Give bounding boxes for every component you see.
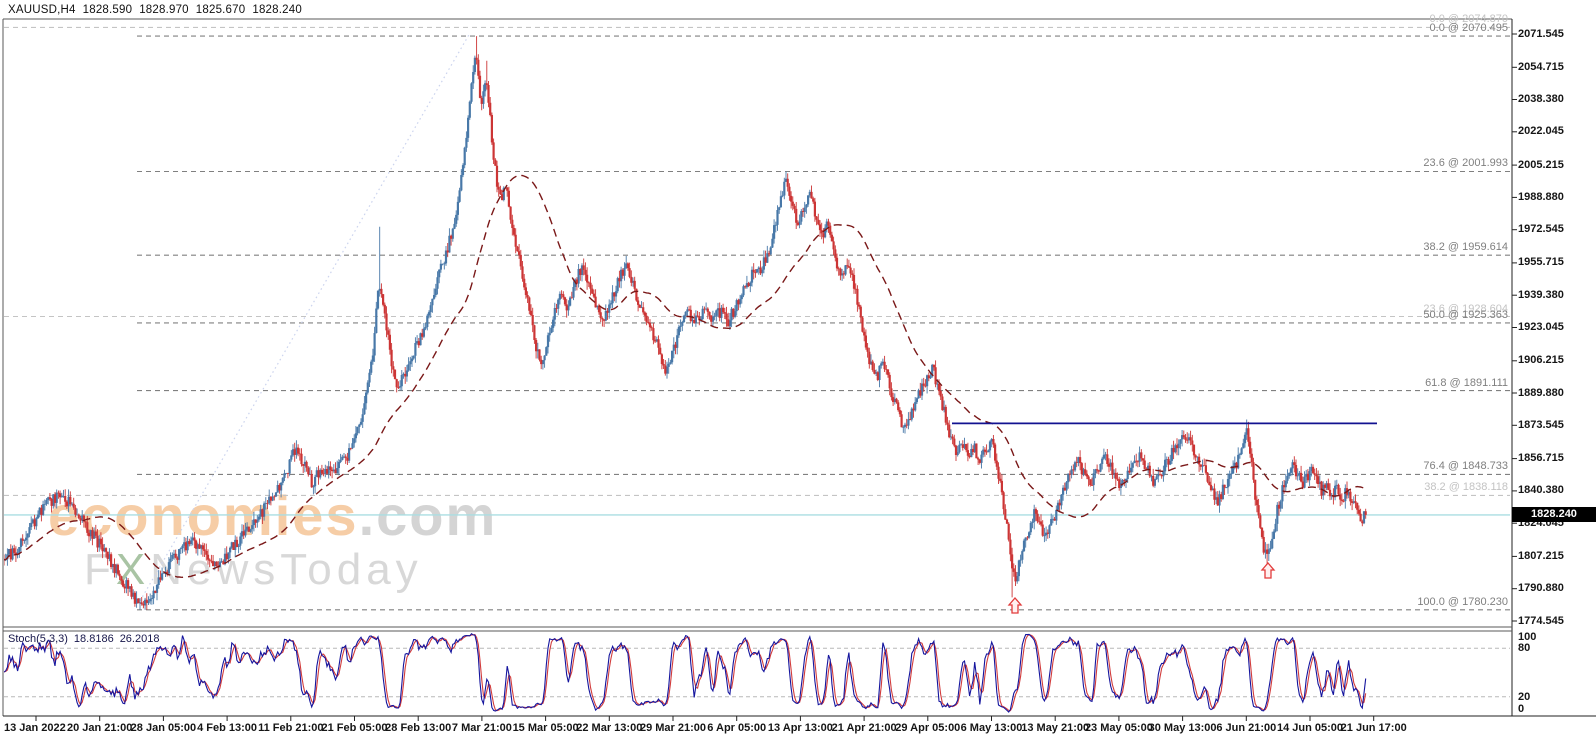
date-axis-label: 21 Jun 17:00 <box>1340 722 1407 734</box>
price-axis-label: 1873.545 <box>1518 418 1564 431</box>
fib-level-label: 50.0 @ 1925.363 <box>1423 308 1508 321</box>
price-axis-label: 1923.045 <box>1518 321 1564 333</box>
date-axis-label: 13 Apr 13:00 <box>767 722 833 734</box>
date-axis-label: 28 Jan 05:00 <box>130 722 197 734</box>
fib-level-label: 100.0 @ 1780.230 <box>1417 595 1508 608</box>
stoch-axis-label: 0 <box>1518 703 1525 715</box>
price-axis-label: 1889.880 <box>1518 386 1564 399</box>
chart-title: XAUUSD,H4 1828.590 1828.970 1825.670 1828.24… <box>8 4 309 16</box>
date-axis-label: 4 Feb 13:00 <box>197 722 258 734</box>
date-axis-label: 13 Jan 2022 <box>4 722 66 734</box>
date-axis-label: 20 Jan 21:00 <box>66 722 133 734</box>
quote-open: 1828.590 <box>82 4 133 16</box>
date-axis-label: 30 May 13:00 <box>1148 722 1217 734</box>
fib-level-label: 38.2 @ 1959.614 <box>1423 241 1508 254</box>
stoch-main-value: 18.8186 <box>73 633 114 645</box>
candle-wicks-down <box>4 36 1367 610</box>
date-axis-label: 22 Mar 13:00 <box>576 722 643 734</box>
price-axis-label: 1972.545 <box>1518 223 1564 236</box>
date-axis-label: 15 Mar 05:00 <box>512 722 579 734</box>
candle-wicks-up <box>5 55 1365 610</box>
date-axis-label: 23 May 05:00 <box>1084 722 1153 734</box>
last-price-badge: 1828.240 <box>1512 507 1596 523</box>
stoch-axis-label: 20 <box>1518 690 1531 703</box>
price-axis-label: 1988.880 <box>1518 190 1564 203</box>
date-axis-label: 6 Jun 21:00 <box>1216 722 1277 734</box>
stoch-signal-value: 26.2018 <box>119 633 160 645</box>
quote-close: 1828.240 <box>252 4 302 16</box>
stoch-axis-label: 100 <box>1518 631 1537 643</box>
fib-level-label: 76.4 @ 1848.733 <box>1423 460 1508 473</box>
date-axis-label: 14 Jun 05:00 <box>1276 722 1344 734</box>
price-axis-label: 2038.380 <box>1518 93 1564 106</box>
price-axis-label: 1840.380 <box>1518 484 1564 497</box>
date-axis-label: 7 Mar 21:00 <box>451 722 512 734</box>
price-axis-label: 1939.380 <box>1518 288 1564 301</box>
fib-level-label: 0.0 @ 2070.495 <box>1429 22 1508 35</box>
price-axis-label: 1955.715 <box>1518 256 1564 269</box>
fib-trendline[interactable] <box>139 32 471 602</box>
price-axis-label: 2005.215 <box>1518 158 1564 171</box>
price-axis-label: 1774.545 <box>1518 614 1564 627</box>
date-axis-label: 6 Apr 05:00 <box>707 722 767 734</box>
watermark-x-glyph: X <box>115 545 151 594</box>
quote-low: 1825.670 <box>195 4 246 16</box>
price-axis-label: 2071.545 <box>1518 27 1564 40</box>
symbol-period: XAUUSD,H4 <box>8 4 76 16</box>
date-axis-label: 29 Mar 21:00 <box>639 722 707 734</box>
price-axis-label: 1807.215 <box>1518 549 1564 562</box>
date-axis-label: 29 Apr 05:00 <box>895 722 961 734</box>
date-axis-label: 28 Feb 13:00 <box>385 722 452 734</box>
stochastic-indicator-label: Stoch(5,3,3) 18.8186 26.2018 <box>8 633 165 645</box>
up-arrow-signal-1[interactable] <box>1260 562 1276 579</box>
price-axis-label: 2022.045 <box>1518 125 1564 138</box>
fib-level-label: 61.8 @ 1891.111 <box>1425 376 1508 389</box>
price-axis-label: 1790.880 <box>1518 582 1564 595</box>
up-arrow-signal-0[interactable] <box>1007 597 1023 614</box>
fib-level-label: 23.6 @ 1928.604 <box>1423 302 1508 315</box>
candle-bodies-down <box>4 57 1367 606</box>
fib-level-label: 0.0 @ 2074.870 <box>1429 13 1508 26</box>
price-axis-label: 2054.715 <box>1518 60 1564 73</box>
stoch-axis-label: 80 <box>1518 642 1531 655</box>
watermark-tagline: FXNewsToday <box>84 545 423 594</box>
fib-level-label: 38.2 @ 1838.118 <box>1424 481 1508 494</box>
fib-level-label: 23.6 @ 2001.993 <box>1423 157 1508 170</box>
quote-high: 1828.970 <box>139 4 189 16</box>
price-axis-label: 1856.715 <box>1518 452 1564 465</box>
date-axis-label: 21 Feb 05:00 <box>321 722 388 734</box>
date-axis-label: 11 Feb 21:00 <box>258 722 324 734</box>
date-axis-label: 6 May 13:00 <box>960 722 1023 734</box>
stoch-main-line <box>4 632 1367 713</box>
moving-average-line <box>4 174 1366 579</box>
price-axis-label: 1906.215 <box>1518 354 1564 367</box>
stoch-signal-line <box>4 633 1367 712</box>
candle-bodies-up <box>4 57 1366 606</box>
date-axis-label: 21 Apr 21:00 <box>831 722 897 734</box>
stoch-name: Stoch(5,3,3) <box>8 633 68 645</box>
date-axis-label: 13 May 21:00 <box>1021 722 1090 734</box>
